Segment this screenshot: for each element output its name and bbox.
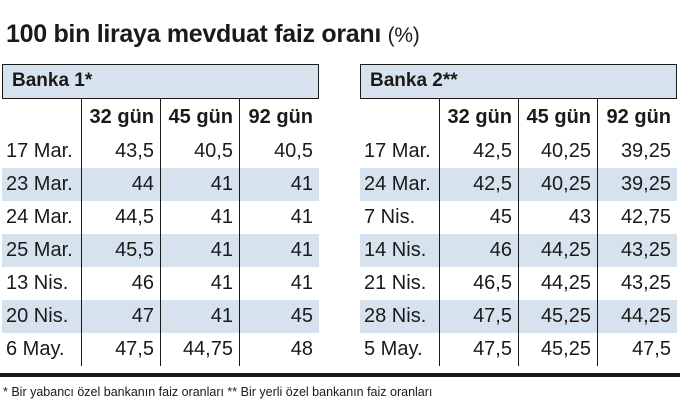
title-text: 100 bin liraya mevduat faiz oranı: [6, 20, 381, 48]
rate-cell: 43,5: [82, 135, 161, 168]
date-cell: 25 Mar.: [2, 234, 82, 267]
table-row: 17 Mar. 42,5 40,25 39,25: [360, 135, 677, 168]
bank-name: Banka 1*: [2, 64, 319, 99]
rate-cell: 45: [290, 305, 313, 327]
rate-cell: 47,5: [440, 333, 519, 366]
header-term-cell: 32 gün: [82, 99, 161, 135]
rate-cell: 44,25: [519, 267, 598, 300]
rate-cell: 39,25: [620, 173, 671, 195]
title-unit: (%): [387, 24, 420, 47]
date-cell: 21 Nis.: [360, 267, 440, 300]
bottom-rule: [0, 373, 680, 377]
rate-cell: 47,5: [632, 338, 671, 360]
rate-cell: 41: [290, 206, 313, 228]
table-row: 17 Mar. 43,5 40,5 40,5: [2, 135, 319, 168]
header-date-cell: [2, 99, 82, 135]
rate-cell: 48: [290, 338, 313, 360]
rate-cell: 44,5: [82, 201, 161, 234]
table-row: 5 May. 47,5 45,25 47,5: [360, 333, 677, 366]
date-cell: 20 Nis.: [2, 300, 82, 333]
rate-cell: 44,25: [620, 305, 671, 327]
header-term-cell: 32 gün: [440, 99, 519, 135]
bank-name: Banka 2**: [360, 64, 677, 99]
date-cell: 24 Mar.: [360, 168, 440, 201]
rate-cell: 40,25: [519, 168, 598, 201]
rate-cell: 43,25: [620, 272, 671, 294]
rate-cell: 41: [161, 234, 240, 267]
date-cell: 7 Nis.: [360, 201, 440, 234]
rate-cell: 41: [161, 201, 240, 234]
date-cell: 5 May.: [360, 333, 440, 366]
rate-cell: 45,25: [519, 333, 598, 366]
rate-cell: 44: [82, 168, 161, 201]
table-row: 13 Nis. 46 41 41: [2, 267, 319, 300]
rate-cell: 40,25: [519, 135, 598, 168]
rate-cell: 41: [290, 173, 313, 195]
footnote: * Bir yabancı özel bankanın faiz oranlar…: [3, 385, 433, 399]
rate-cell: 45,5: [82, 234, 161, 267]
header-term-cell: 92 gün: [606, 106, 671, 128]
rate-cell: 40,5: [161, 135, 240, 168]
rate-cell: 41: [290, 272, 313, 294]
table-row: 24 Mar. 44,5 41 41: [2, 201, 319, 234]
rate-cell: 44,75: [161, 333, 240, 366]
date-cell: 17 Mar.: [360, 135, 440, 168]
header-term-cell: 45 gün: [161, 99, 240, 135]
date-cell: 14 Nis.: [360, 234, 440, 267]
rate-cell: 41: [290, 239, 313, 261]
rate-cell: 41: [161, 300, 240, 333]
header-term-cell: 45 gün: [519, 99, 598, 135]
rate-cell: 42,75: [620, 206, 671, 228]
date-cell: 28 Nis.: [360, 300, 440, 333]
table-row: 23 Mar. 44 41 41: [2, 168, 319, 201]
date-cell: 6 May.: [2, 333, 82, 366]
table-row: 25 Mar. 45,5 41 41: [2, 234, 319, 267]
rate-cell: 40,5: [274, 140, 313, 162]
rate-cell: 41: [161, 168, 240, 201]
rate-cell: 44,25: [519, 234, 598, 267]
bank1-table: Banka 1* 32 gün 45 gün 92 gün 17 Mar. 43,5 40,…: [2, 64, 319, 366]
table-row: 21 Nis. 46,5 44,25 43,25: [360, 267, 677, 300]
table-row: 14 Nis. 46 44,25 43,25: [360, 234, 677, 267]
bank2-table: Banka 2** 32 gün 45 gün 92 gün 17 Mar. 42,5 40…: [360, 64, 677, 366]
rate-cell: 45: [440, 201, 519, 234]
table-row: 28 Nis. 47,5 45,25 44,25: [360, 300, 677, 333]
date-cell: 13 Nis.: [2, 267, 82, 300]
header-date-cell: [360, 99, 440, 135]
column-header-row: 32 gün 45 gün 92 gün: [360, 99, 677, 135]
date-cell: 24 Mar.: [2, 201, 82, 234]
rate-cell: 47: [82, 300, 161, 333]
rate-cell: 46: [440, 234, 519, 267]
column-header-row: 32 gün 45 gün 92 gün: [2, 99, 319, 135]
rate-cell: 45,25: [519, 300, 598, 333]
rate-cell: 46: [82, 267, 161, 300]
rate-cell: 43,25: [620, 239, 671, 261]
rate-cell: 43: [519, 201, 598, 234]
table-row: 20 Nis. 47 41 45: [2, 300, 319, 333]
table-row: 7 Nis. 45 43 42,75: [360, 201, 677, 234]
rate-cell: 47,5: [440, 300, 519, 333]
rate-cell: 42,5: [440, 168, 519, 201]
chart-title: 100 bin liraya mevduat faiz oranı (%): [6, 20, 420, 49]
date-cell: 23 Mar.: [2, 168, 82, 201]
rate-cell: 46,5: [440, 267, 519, 300]
rate-cell: 42,5: [440, 135, 519, 168]
table-row: 6 May. 47,5 44,75 48: [2, 333, 319, 366]
table-row: 24 Mar. 42,5 40,25 39,25: [360, 168, 677, 201]
rate-cell: 47,5: [82, 333, 161, 366]
date-cell: 17 Mar.: [2, 135, 82, 168]
rate-cell: 39,25: [620, 140, 671, 162]
header-term-cell: 92 gün: [248, 106, 313, 128]
rate-cell: 41: [161, 267, 240, 300]
